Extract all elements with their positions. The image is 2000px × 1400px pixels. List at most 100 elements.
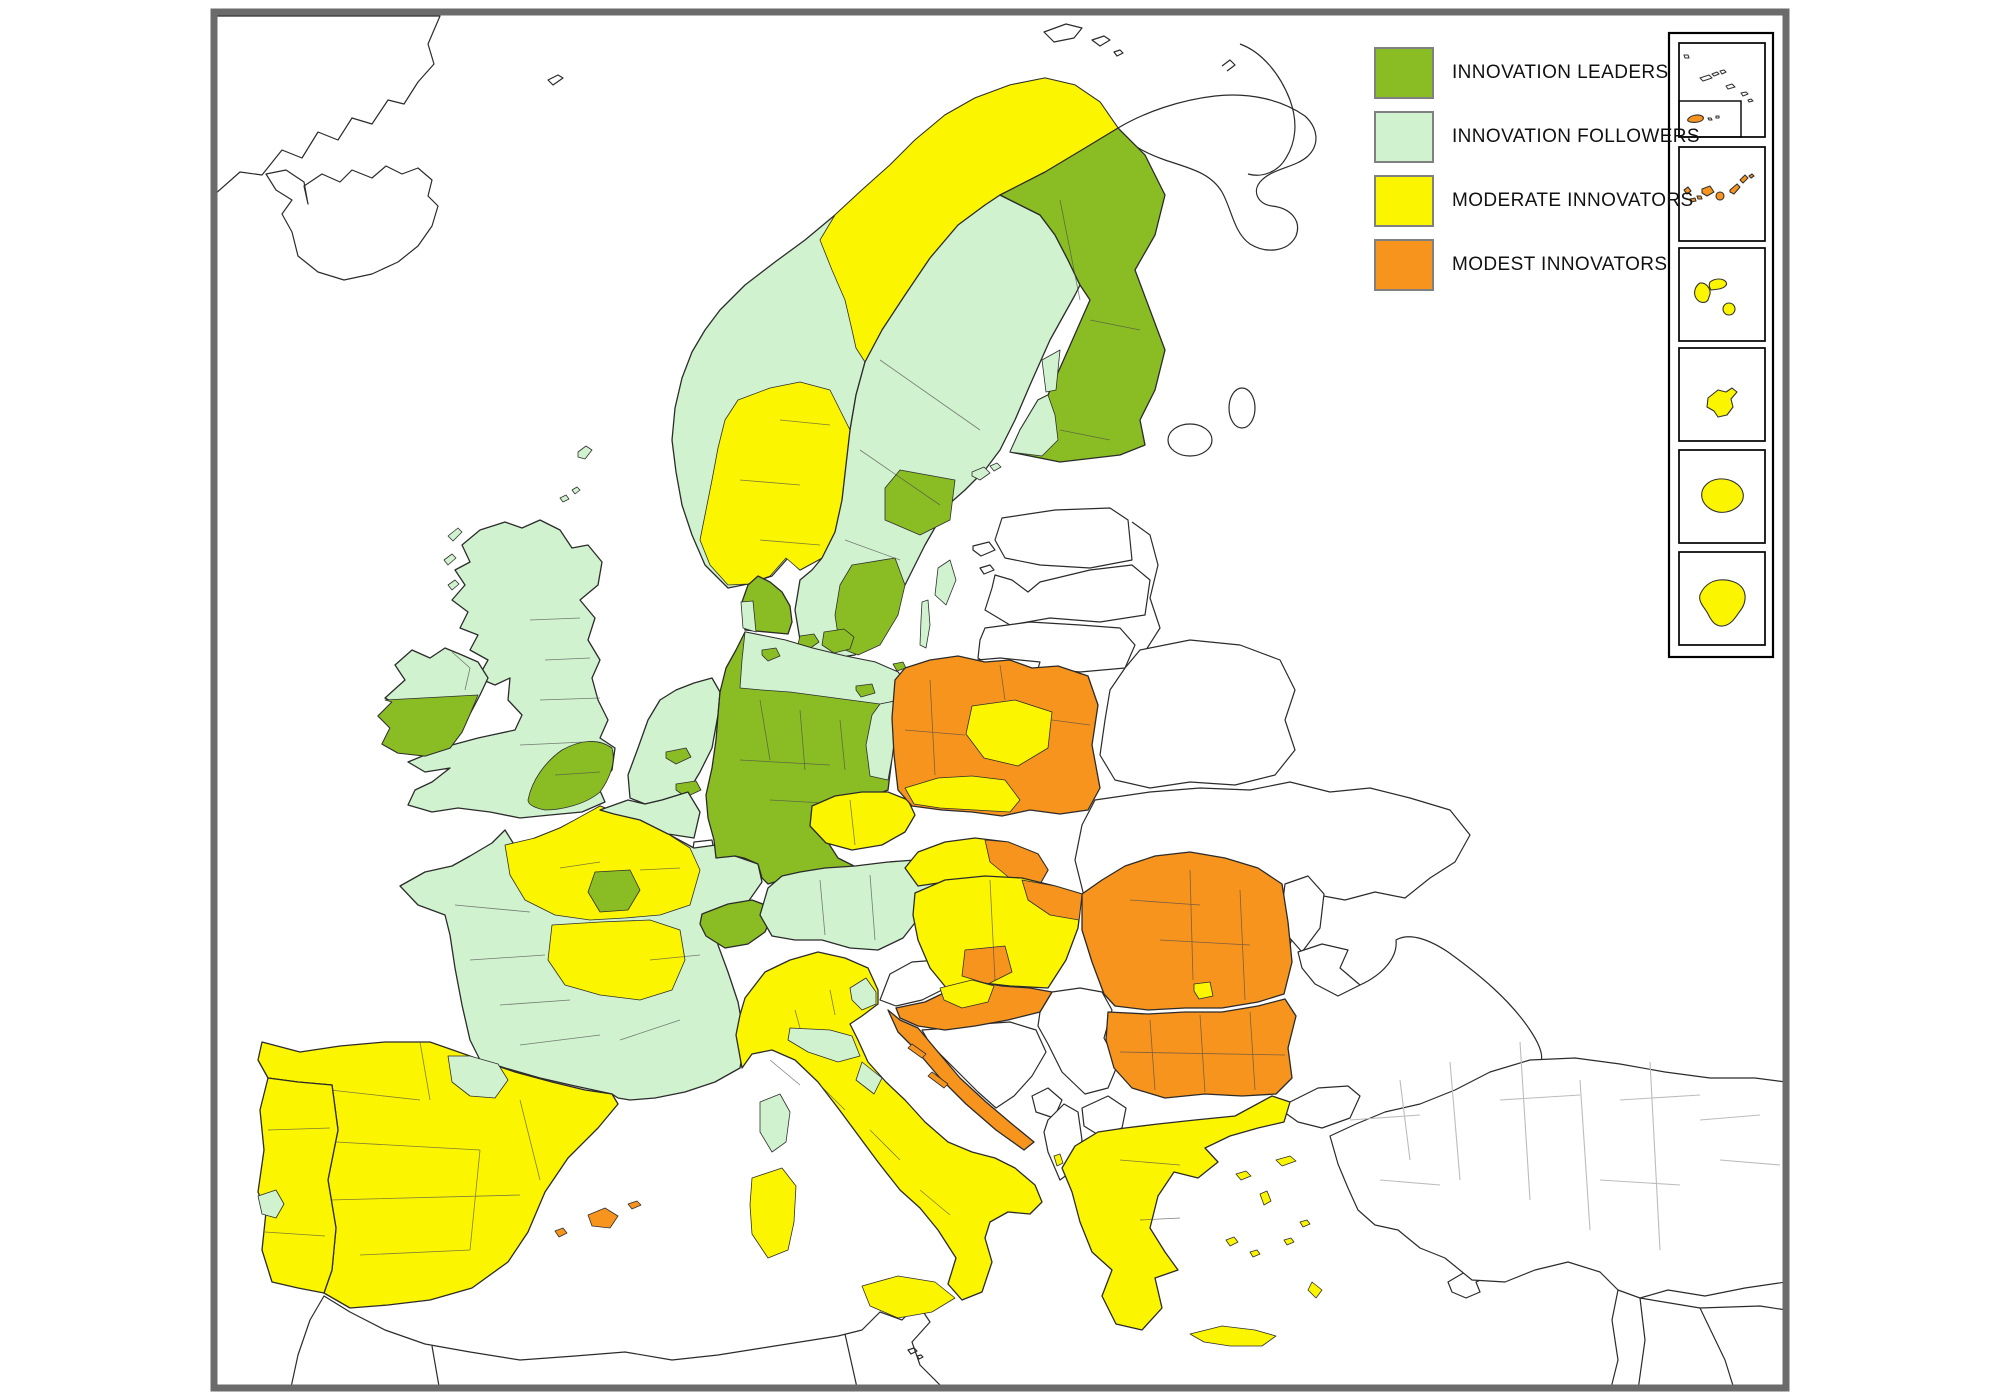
portugal-lisbon-followers: [257, 1189, 285, 1219]
madeira-islands: [1687, 114, 1720, 123]
legend: INNOVATION LEADERS INNOVATION FOLLOWERS …: [1374, 47, 1700, 304]
italy-friuli-followers: [849, 977, 877, 1011]
white-sea-coast: [1117, 94, 1317, 251]
canary-islands: [1683, 173, 1755, 203]
malta-islands: [907, 1347, 924, 1360]
finland-region-borders: [1059, 199, 1141, 441]
region-france: [399, 805, 791, 1153]
legend-swatch-leaders: [1374, 47, 1434, 99]
faroe-islands: [547, 74, 564, 86]
inset-guadeloupe: [1678, 247, 1766, 342]
denmark-west-followers: [740, 600, 757, 633]
inset-madeira-subbox: [1678, 100, 1742, 138]
uk-southeast-leaders: [527, 741, 614, 811]
croatia-zagreb-moderate: [939, 979, 995, 1009]
spain-basque-followers: [447, 1055, 509, 1099]
region-slovakia: [904, 837, 1049, 887]
portugal-region-borders: [264, 1127, 331, 1237]
lake-ladoga: [1167, 423, 1213, 457]
middle-east-borders: [1611, 1289, 1783, 1385]
croatia-islands: [907, 1043, 949, 1089]
legend-label-followers: INNOVATION FOLLOWERS: [1452, 126, 1700, 147]
region-norway: [671, 77, 1119, 589]
turkey-thrace: [1283, 1085, 1361, 1129]
austria-region-borders: [819, 874, 876, 941]
czechia-moderate: [809, 791, 916, 851]
aegean-islands: [1053, 1153, 1323, 1299]
region-poland: [891, 655, 1101, 817]
region-belarus: [1099, 639, 1296, 789]
region-iceland: [265, 165, 439, 281]
norway-region-borders: [739, 419, 831, 546]
poland-region-borders: [904, 664, 1091, 776]
norway-southeast-moderate: [699, 381, 851, 586]
germany-hamburg-leaders: [761, 647, 781, 662]
legend-item-followers: INNOVATION FOLLOWERS: [1374, 111, 1700, 163]
legend-swatch-moderate: [1374, 175, 1434, 227]
inset-panel: [1667, 31, 1775, 659]
germany-region-borders: [739, 699, 861, 806]
region-estonia: [972, 507, 1133, 575]
romania-bucharest-moderate: [1193, 981, 1214, 1000]
czechia-region-border: [849, 799, 856, 846]
italy-emilia-followers: [787, 1027, 861, 1063]
hungary-region-border: [989, 879, 996, 981]
slovakia-east-modest: [984, 839, 1049, 885]
novaya-zemlya-coast: [1221, 43, 1296, 176]
non-eu-outlines: [217, 15, 1783, 1385]
bulgaria-region-borders: [1119, 1011, 1286, 1093]
region-portugal: [257, 1077, 339, 1294]
region-alpine: [699, 859, 944, 951]
legend-label-modest: MODEST INNOVATORS: [1452, 254, 1668, 275]
italy-region-borders: [769, 989, 951, 1216]
region-greenland: [217, 15, 441, 194]
sardinia-moderate: [749, 1167, 797, 1259]
black-sea-east-coast: [1359, 936, 1543, 1067]
map-frame: [210, 8, 1790, 1392]
finland-base-leaders: [999, 127, 1166, 463]
hungary-south-modest: [961, 945, 1013, 985]
legend-label-moderate: MODERATE INNOVATORS: [1452, 190, 1694, 211]
france-ile-de-france-leaders: [587, 869, 641, 913]
legend-item-leaders: INNOVATION LEADERS: [1374, 47, 1700, 99]
switzerland-leaders: [699, 899, 773, 949]
russia-baltic-border: [1131, 521, 1161, 651]
region-montenegro: [1031, 1087, 1063, 1119]
region-sweden: [794, 194, 1081, 661]
region-hungary: [912, 875, 1083, 991]
region-united-kingdom: [407, 445, 616, 819]
ireland-south-leaders: [377, 694, 479, 757]
finland-west-followers: [1009, 349, 1061, 457]
italy-marche-followers: [855, 1061, 883, 1095]
greece-region-borders: [1119, 1159, 1181, 1221]
guadeloupe-islands: [1694, 278, 1736, 316]
uk-region-borders: [519, 617, 601, 776]
region-spain: [257, 1041, 642, 1309]
region-finland: [971, 127, 1166, 481]
region-ireland: [377, 647, 489, 757]
france-centre-moderate: [547, 919, 686, 1001]
region-latvia: [984, 564, 1151, 626]
spain-region-borders: [299, 1041, 541, 1256]
region-italy: [735, 951, 1043, 1319]
germany-berlin-leaders: [855, 683, 876, 698]
legend-swatch-modest: [1374, 239, 1434, 291]
uk-great-britain-followers: [407, 519, 616, 819]
region-denmark: [740, 575, 907, 672]
region-romania: [1081, 851, 1293, 1011]
romania-region-borders: [1129, 869, 1251, 1001]
legend-swatch-followers: [1374, 111, 1434, 163]
france-north-moderate: [504, 805, 701, 921]
french-guiana: [1699, 579, 1746, 627]
region-croatia: [887, 979, 1053, 1151]
legend-item-modest: MODEST INNOVATORS: [1374, 239, 1700, 291]
region-benelux: [599, 677, 721, 839]
romania-base-modest: [1081, 851, 1293, 1011]
croatia-dalmatia-modest: [887, 1009, 1035, 1151]
greece-mainland-moderate: [1061, 1095, 1291, 1331]
gotland-island: [934, 559, 957, 606]
svalbard-islands: [1043, 23, 1124, 57]
oland-island: [919, 599, 931, 649]
